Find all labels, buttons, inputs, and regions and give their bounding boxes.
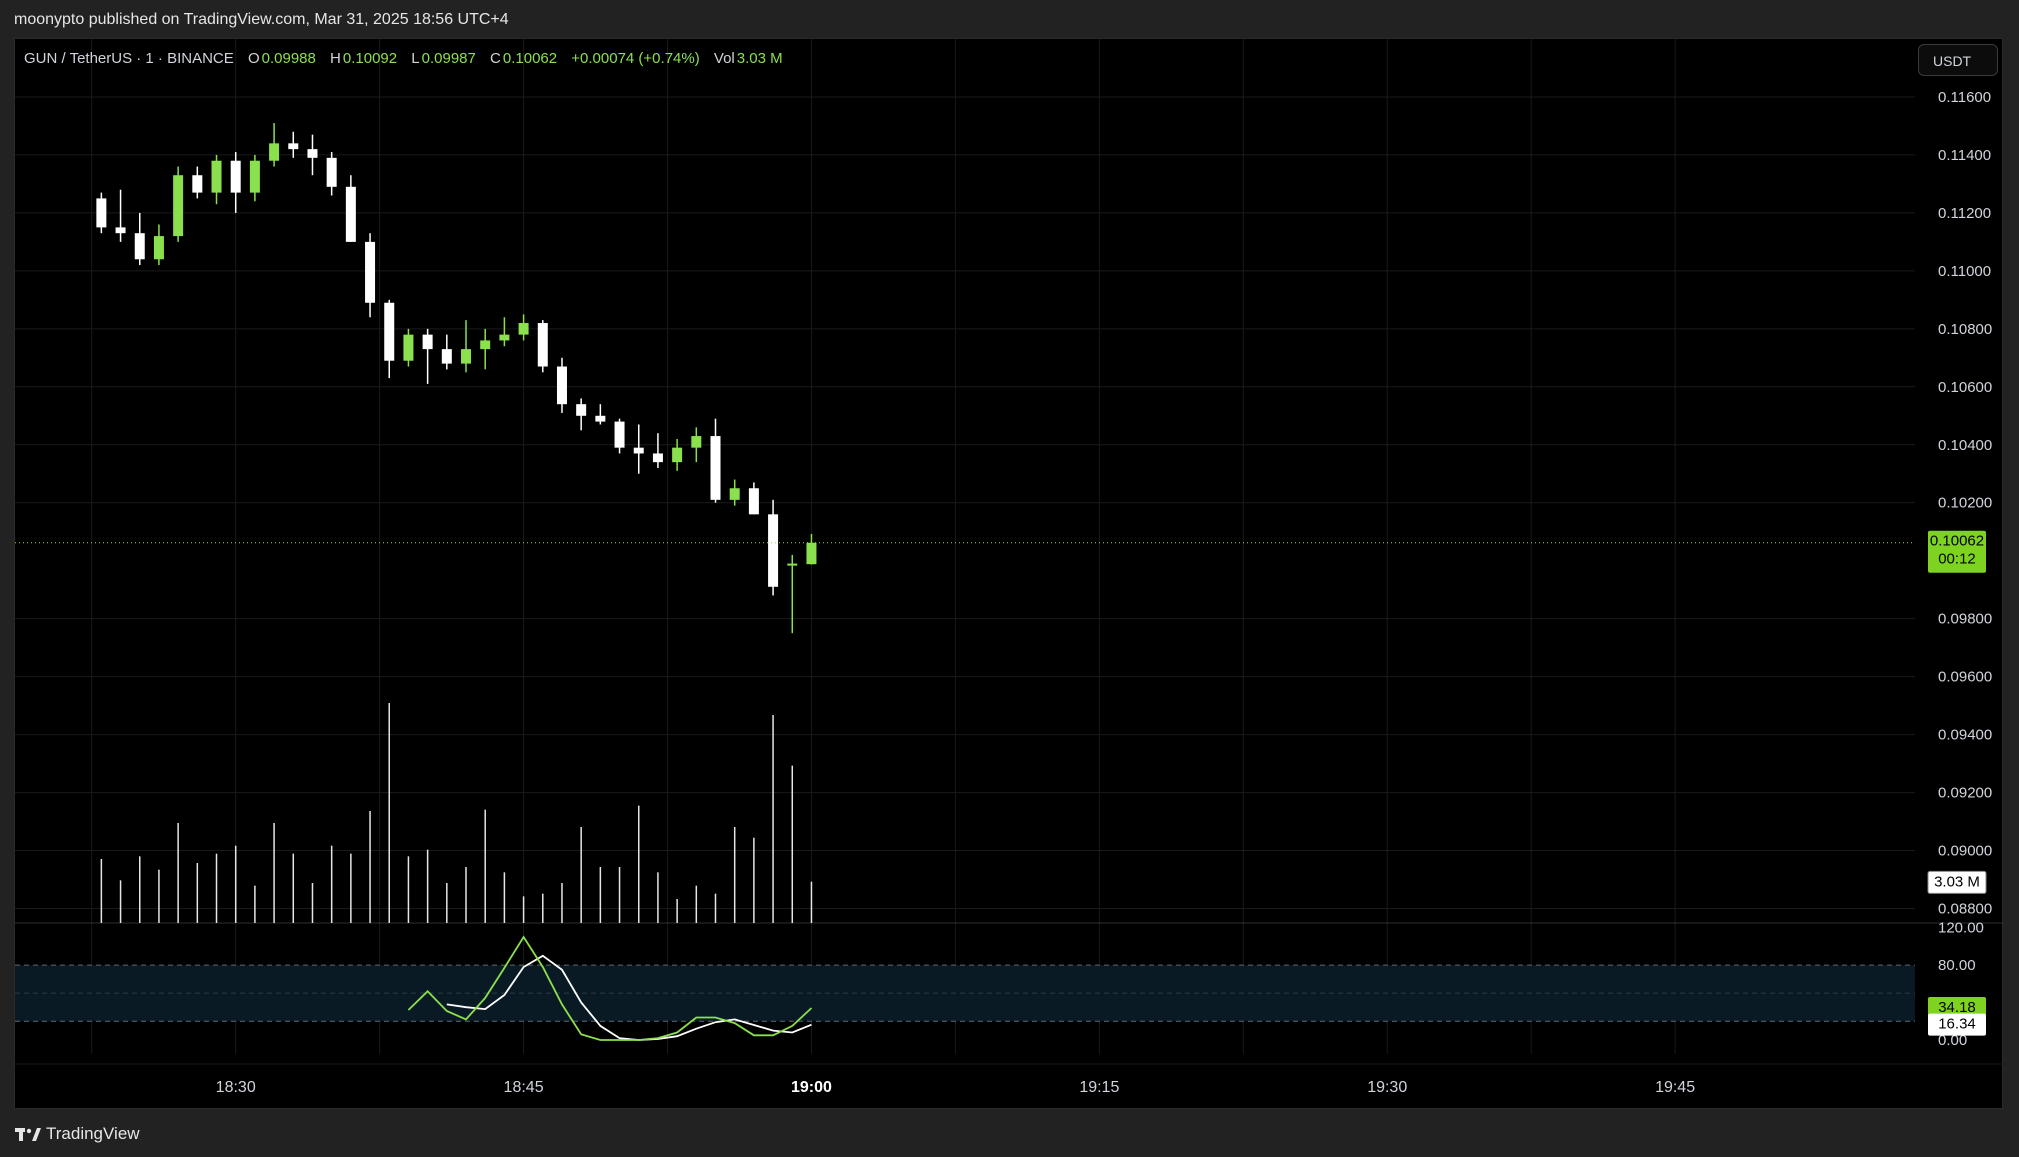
legend-symbol[interactable]: GUN / TetherUS · 1 · BINANCE bbox=[24, 50, 234, 67]
volume-badge: 3.03 M bbox=[1927, 870, 1987, 894]
candle-body bbox=[211, 160, 222, 193]
candle-body bbox=[230, 160, 241, 193]
stoch-tick-label: 120.00 bbox=[1938, 920, 1984, 937]
stoch-d-badge-bg bbox=[1928, 1013, 1986, 1036]
candle-body bbox=[576, 404, 587, 416]
candle-body bbox=[96, 198, 107, 228]
candle-body bbox=[691, 436, 702, 448]
tradingview-logo[interactable]: TradingView bbox=[14, 1124, 140, 1144]
candle-body bbox=[441, 349, 452, 364]
price-tick-label: 0.09200 bbox=[1938, 785, 1992, 802]
candle-body bbox=[480, 340, 491, 350]
candle-body bbox=[326, 157, 337, 187]
candle-body bbox=[614, 421, 625, 448]
time-tick-label: 19:30 bbox=[1367, 1079, 1407, 1096]
candle-body bbox=[134, 233, 145, 260]
stoch-k-line bbox=[407, 935, 813, 1041]
candle-body bbox=[307, 149, 318, 158]
candle-body bbox=[422, 334, 433, 350]
candle-body bbox=[115, 227, 126, 234]
candle-body bbox=[652, 453, 663, 463]
legend-close-value: 0.10062 bbox=[502, 50, 558, 67]
stoch-k-badge: 34.18 bbox=[1928, 996, 1986, 1019]
stoch-d-line bbox=[446, 954, 812, 1041]
volume-badge-bg bbox=[1927, 870, 1987, 894]
candle-body bbox=[633, 447, 644, 454]
candle-body bbox=[748, 488, 759, 515]
time-tick-label: 19:45 bbox=[1655, 1079, 1695, 1096]
candle-body bbox=[345, 186, 356, 242]
header-bar: moonypto published on TradingView.com, M… bbox=[0, 0, 2019, 38]
price-badge-text: 00:12 bbox=[1938, 551, 1976, 568]
price-tick-label: 0.09600 bbox=[1938, 669, 1992, 686]
price-badge-bg bbox=[1928, 530, 1986, 573]
candle-body bbox=[499, 334, 510, 341]
time-tick-label: 19:15 bbox=[1079, 1079, 1119, 1096]
price-tick-label: 0.11400 bbox=[1938, 147, 1991, 164]
price-tick-label: 0.09000 bbox=[1938, 843, 1992, 860]
candle-body bbox=[153, 236, 164, 260]
price-tick-label: 0.11200 bbox=[1938, 205, 1991, 222]
legend-low-value: 0.09987 bbox=[421, 50, 476, 67]
price-tick-label: 0.10200 bbox=[1938, 495, 1992, 512]
legend-high-value: 0.10092 bbox=[342, 50, 398, 67]
candle-body bbox=[249, 160, 260, 193]
candle-body bbox=[288, 143, 299, 150]
candle-body bbox=[384, 302, 395, 361]
price-tick-label: 0.11600 bbox=[1938, 89, 1991, 106]
legend-change: +0.00074 (+0.74%) bbox=[571, 50, 700, 67]
stoch-tick-label: 0.00 bbox=[1938, 1032, 1967, 1049]
stoch-k-badge-bg bbox=[1928, 996, 1986, 1019]
time-tick-label: 18:45 bbox=[504, 1079, 544, 1096]
candle-body bbox=[556, 366, 567, 405]
candle-body bbox=[729, 488, 740, 500]
stoch-k-badge-text: 34.18 bbox=[1938, 999, 1976, 1016]
price-tick-label: 0.10400 bbox=[1938, 437, 1992, 454]
price-tick-label: 0.09400 bbox=[1938, 727, 1992, 744]
candle-body bbox=[173, 175, 184, 237]
stoch-tick-label: 80.00 bbox=[1938, 957, 1976, 974]
price-tick-label: 0.08800 bbox=[1938, 901, 1992, 918]
legend-open-label: O bbox=[247, 50, 260, 67]
legend-vol-label: Vol bbox=[713, 50, 735, 67]
candle-body bbox=[768, 514, 779, 587]
candle-body bbox=[192, 175, 203, 193]
legend-close-label: C bbox=[490, 50, 501, 67]
currency-button[interactable]: USDT bbox=[1918, 44, 1998, 76]
candle-body bbox=[365, 241, 376, 303]
time-tick-label: 19:00 bbox=[791, 1079, 832, 1096]
chart-frame[interactable]: 0.11600 0.11400 0.11200 0.11000 0.10800 0.106… bbox=[14, 38, 2004, 1110]
footer-bar bbox=[0, 1109, 2019, 1157]
legend-vol-value: 3.03 M bbox=[736, 50, 783, 67]
candle-body bbox=[787, 563, 798, 566]
candle-body bbox=[595, 415, 606, 422]
candle-body bbox=[672, 447, 683, 463]
candle-body bbox=[461, 349, 472, 364]
candle-body bbox=[518, 323, 529, 335]
legend-low-label: L bbox=[411, 50, 420, 67]
candle-body bbox=[710, 436, 721, 500]
candle-body bbox=[537, 323, 548, 367]
legend-open-value: 0.09988 bbox=[261, 50, 316, 67]
candle-body bbox=[806, 542, 817, 565]
legend-high-label: H bbox=[330, 50, 341, 67]
price-tick-label: 0.11000 bbox=[1938, 263, 1991, 280]
volume-badge-text: 3.03 M bbox=[1934, 873, 1980, 890]
time-tick-label: 18:30 bbox=[216, 1079, 256, 1096]
publish-text: moonypto published on TradingView.com, M… bbox=[14, 11, 509, 28]
candle-body bbox=[269, 143, 280, 161]
price-badge-text: 0.10062 bbox=[1930, 533, 1984, 550]
stoch-d-badge-text: 16.34 bbox=[1938, 1016, 1976, 1033]
tradingview-brand: TradingView bbox=[46, 1124, 140, 1143]
price-tick-label: 0.10800 bbox=[1938, 321, 1992, 338]
tradingview-logo-icon bbox=[15, 1128, 41, 1141]
price-tick-label: 0.09800 bbox=[1938, 611, 1992, 628]
candle-body bbox=[403, 334, 414, 361]
chart-canvas[interactable]: 0.11600 0.11400 0.11200 0.11000 0.10800 0.106… bbox=[15, 39, 2004, 1110]
price-tick-label: 0.10600 bbox=[1938, 379, 1992, 396]
stoch-d-badge: 16.34 bbox=[1928, 1013, 1986, 1036]
